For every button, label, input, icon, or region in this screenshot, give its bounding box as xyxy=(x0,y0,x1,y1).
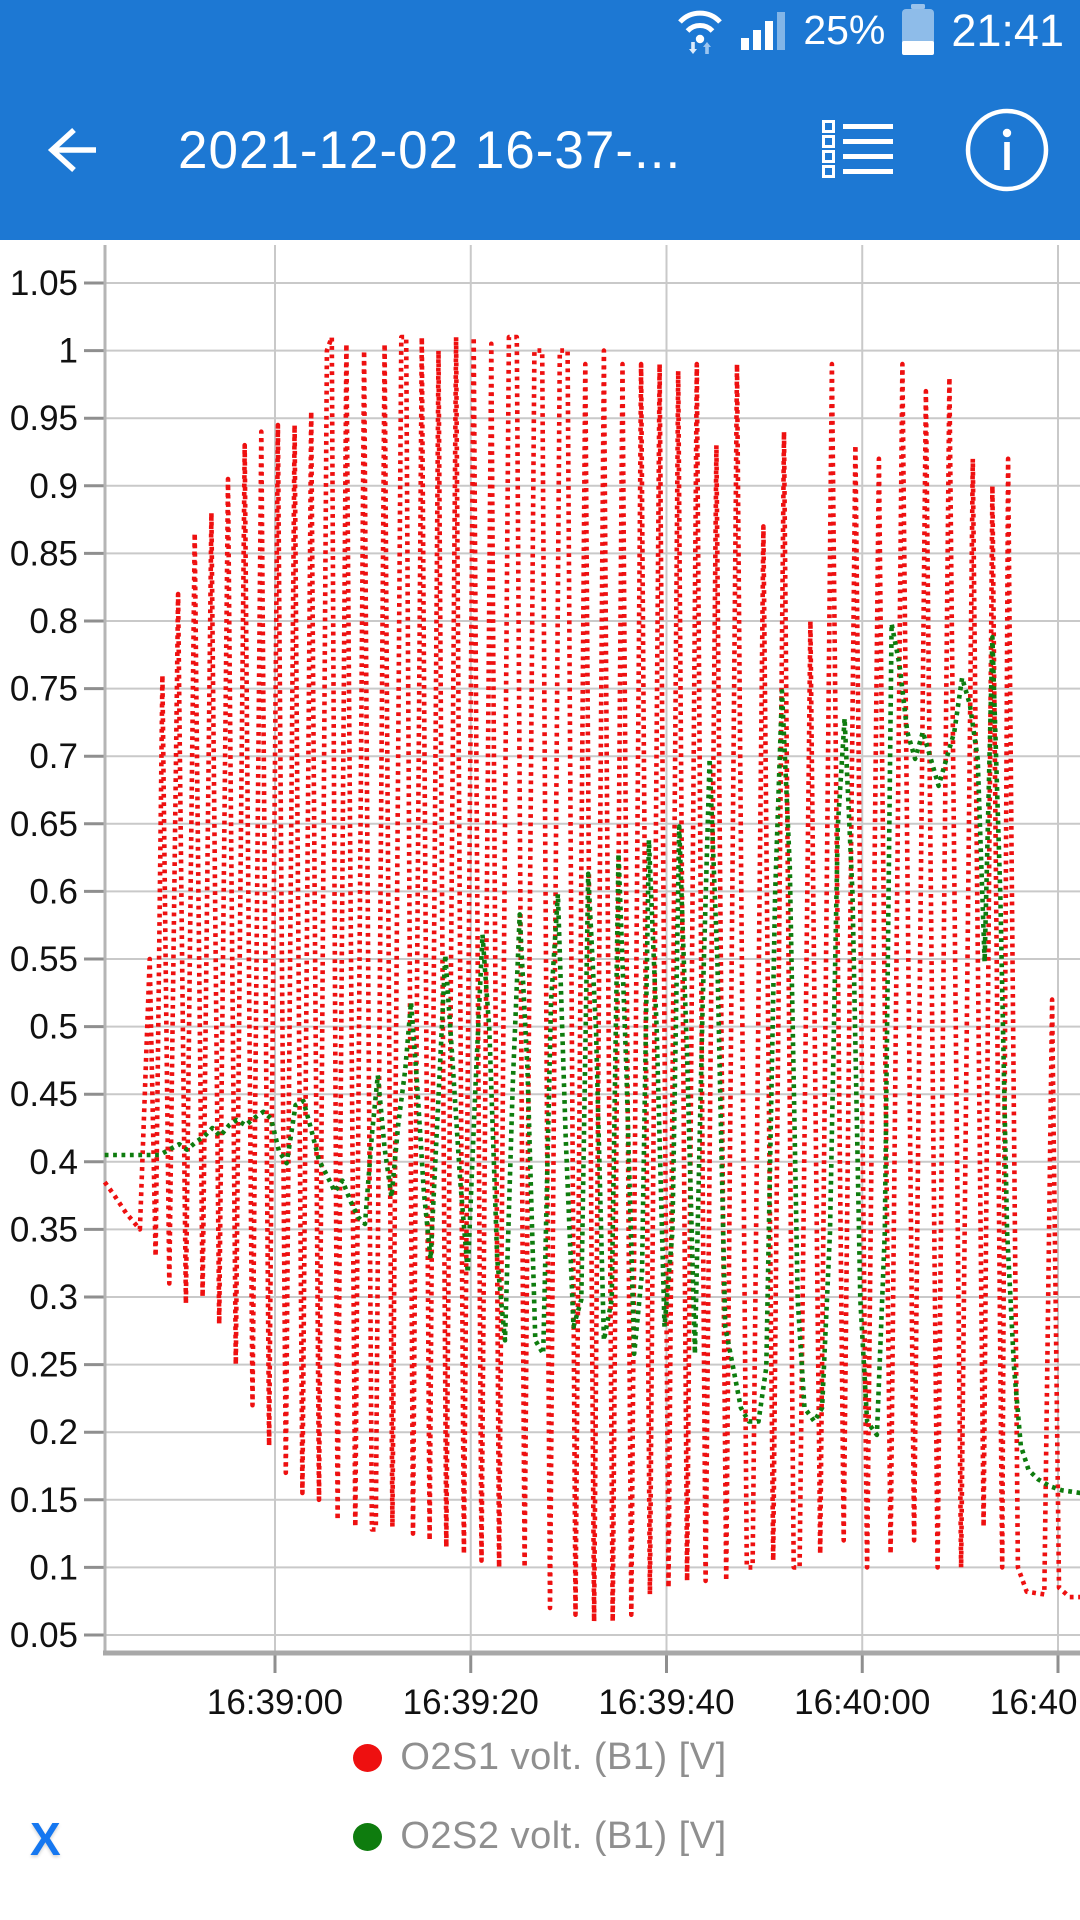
svg-text:0.85: 0.85 xyxy=(10,534,78,573)
svg-text:16:40:20: 16:40:20 xyxy=(990,1683,1080,1722)
svg-text:0.45: 0.45 xyxy=(10,1075,78,1114)
svg-text:0.15: 0.15 xyxy=(10,1481,78,1520)
legend-item-o2s2: O2S2 volt. (B1) [V] xyxy=(353,1815,726,1858)
svg-text:0.25: 0.25 xyxy=(10,1346,78,1385)
svg-text:0.8: 0.8 xyxy=(29,602,78,641)
svg-text:0.4: 0.4 xyxy=(29,1143,78,1182)
y-axis-labels: 0.05 0.1 0.15 0.2 0.25 0.3 0.35 0.4 0.45 0.5 0.55 0… xyxy=(10,264,78,1655)
wifi-up-arrow xyxy=(705,47,710,54)
back-arrow-icon xyxy=(47,127,96,173)
svg-text:0.05: 0.05 xyxy=(10,1616,78,1655)
record-list-button[interactable] xyxy=(822,118,894,182)
svg-text:0.75: 0.75 xyxy=(10,670,78,709)
svg-text:0.5: 0.5 xyxy=(29,1008,78,1047)
svg-text:0.55: 0.55 xyxy=(10,940,78,979)
legend-dot xyxy=(353,1743,383,1772)
legend-item-o2s1: O2S1 volt. (B1) [V] xyxy=(353,1736,726,1779)
legend-dot xyxy=(353,1822,383,1851)
info-button[interactable] xyxy=(964,107,1050,193)
svg-text:0.7: 0.7 xyxy=(29,737,78,776)
axes xyxy=(84,245,1080,1673)
svg-text:0.95: 0.95 xyxy=(10,399,78,438)
svg-text:0.1: 0.1 xyxy=(29,1548,78,1587)
svg-text:0.3: 0.3 xyxy=(29,1278,78,1317)
svg-text:0.35: 0.35 xyxy=(10,1210,78,1249)
legend-label: O2S1 volt. (B1) [V] xyxy=(400,1736,727,1778)
app-bar: 2021-12-02 16-37-... xyxy=(0,60,1080,240)
battery-percent: 25% xyxy=(803,6,886,53)
svg-text:0.2: 0.2 xyxy=(29,1413,78,1452)
series-O2S1 volt. (B1) [V] xyxy=(102,334,1080,1624)
status-clock: 21:41 xyxy=(951,4,1064,56)
svg-text:16:40:00: 16:40:00 xyxy=(794,1683,930,1722)
page-title: 2021-12-02 16-37-... xyxy=(178,120,682,180)
svg-text:16:39:00: 16:39:00 xyxy=(207,1683,343,1722)
svg-text:0.9: 0.9 xyxy=(29,467,78,506)
svg-text:16:39:20: 16:39:20 xyxy=(403,1683,539,1722)
record-list-icon xyxy=(822,120,893,178)
wifi-down-arrow xyxy=(691,42,696,49)
cellular-signal-icon xyxy=(741,12,786,50)
chart-legend: O2S1 volt. (B1) [V] O2S2 volt. (B1) [V] xyxy=(0,1736,1080,1858)
svg-text:1.05: 1.05 xyxy=(10,264,78,303)
series-O2S2 volt. (B1) [V] xyxy=(104,621,1080,1496)
back-button[interactable] xyxy=(34,115,104,185)
status-bar: 25% 21:41 xyxy=(0,0,1080,60)
chart-canvas[interactable]: 16:39:00 16:39:20 16:39:40 16:40:00 16:40:20… xyxy=(0,240,1080,1736)
info-icon xyxy=(965,108,1049,192)
svg-text:1: 1 xyxy=(59,332,78,371)
svg-text:0.65: 0.65 xyxy=(10,805,78,844)
svg-text:16:39:40: 16:39:40 xyxy=(598,1683,734,1722)
close-x-button[interactable]: X xyxy=(30,1813,61,1865)
battery-icon xyxy=(902,4,935,55)
x-axis-labels: 16:39:00 16:39:20 16:39:40 16:40:00 16:40:20 xyxy=(207,1683,1080,1722)
svg-text:0.6: 0.6 xyxy=(29,872,78,911)
legend-label: O2S2 volt. (B1) [V] xyxy=(400,1815,727,1857)
wifi-icon xyxy=(678,10,723,54)
